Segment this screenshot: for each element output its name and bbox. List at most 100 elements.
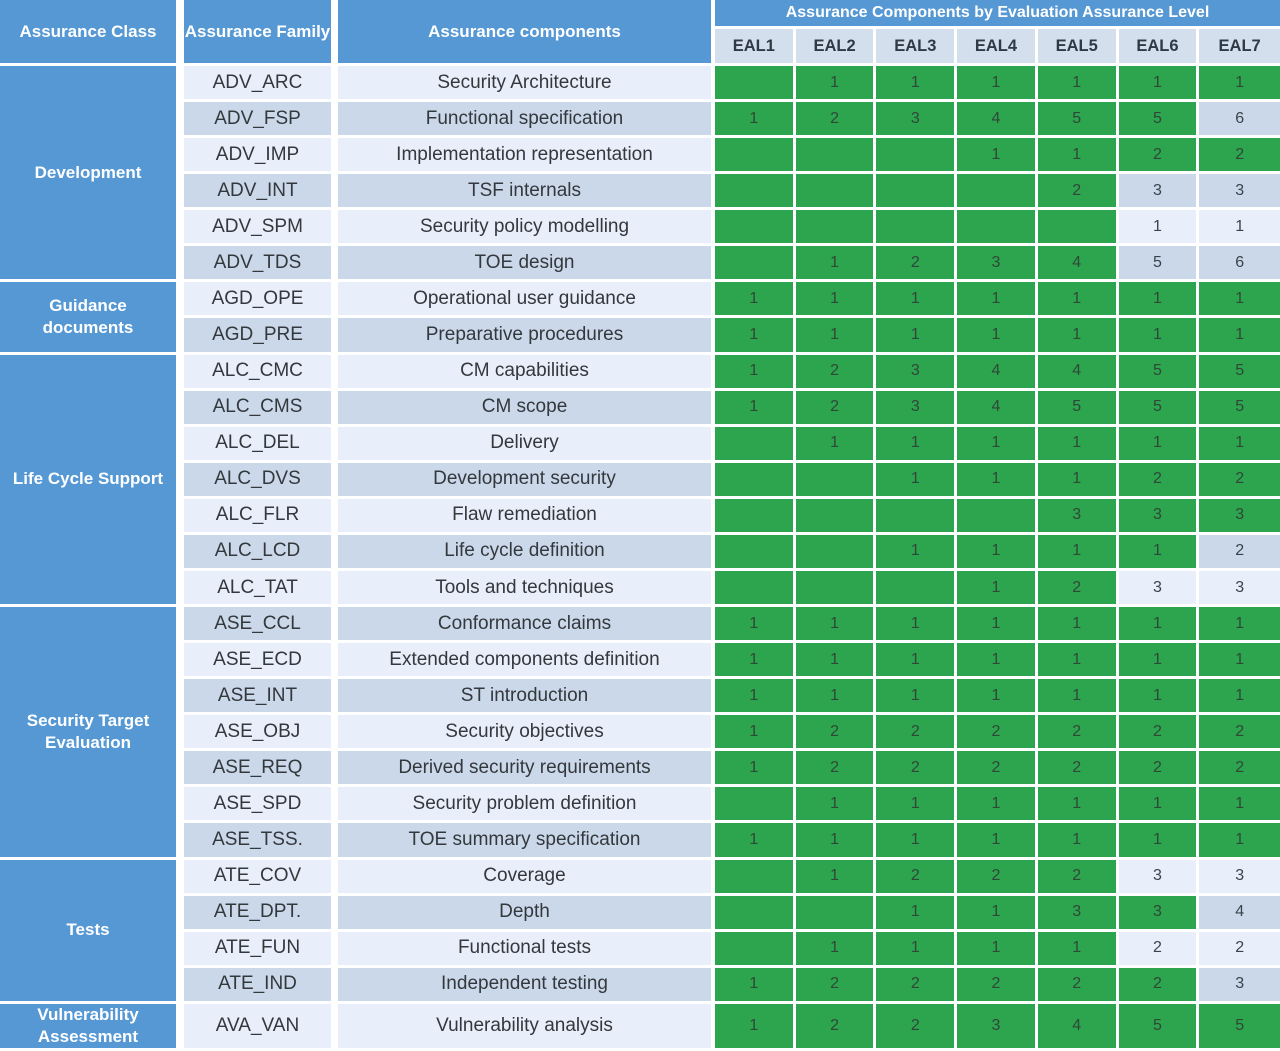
component-cell-ase-int: ST introduction: [338, 679, 715, 716]
family-cell-ase-spd: ASE_SPD: [184, 787, 338, 824]
class-cell-vulnerability-assessment: Vulnerability Assessment: [0, 1003, 184, 1051]
family-cell-alc-flr: ALC_FLR: [184, 498, 338, 535]
eal-value-cell-agd-pre-eal2: 1: [795, 318, 877, 355]
eal-value-cell-ase-tss-eal4: 1: [957, 823, 1038, 860]
component-cell-alc-lcd: Life cycle definition: [338, 534, 715, 571]
family-cell-adv-spm: ADV_SPM: [184, 210, 338, 247]
eal-value-cell-adv-int-eal4: [957, 174, 1038, 211]
eal-value-cell-alc-cms-eal5: 5: [1037, 390, 1119, 427]
eal-value-cell-alc-dvs-eal7: 2: [1199, 462, 1280, 499]
eal-value-cell-agd-pre-eal3: 1: [876, 318, 958, 355]
eal-value-cell-adv-fsp-eal3: 3: [876, 102, 958, 139]
eal-value-cell-adv-int-eal2: [795, 174, 877, 211]
eal-value-cell-ate-fun-eal2: 1: [795, 931, 877, 968]
eal-value-cell-ase-spd-eal1: [715, 787, 796, 824]
eal-value-cell-agd-pre-eal1: 1: [715, 318, 796, 355]
eal-value-cell-alc-lcd-eal2: [795, 534, 877, 571]
eal-value-cell-ase-req-eal4: 2: [957, 751, 1038, 788]
component-cell-agd-ope: Operational user guidance: [338, 282, 715, 319]
eal-value-cell-agd-ope-eal4: 1: [957, 282, 1038, 319]
eal-value-cell-adv-int-eal7: 3: [1199, 174, 1280, 211]
eal-value-cell-alc-dvs-eal6: 2: [1118, 462, 1200, 499]
component-cell-alc-flr: Flaw remediation: [338, 498, 715, 535]
eal-value-cell-ase-spd-eal6: 1: [1118, 787, 1200, 824]
family-cell-ate-dpt: ATE_DPT.: [184, 895, 338, 932]
eal-value-cell-ase-ecd-eal5: 1: [1037, 643, 1119, 680]
component-cell-ase-req: Derived security requirements: [338, 751, 715, 788]
class-cell-guidance-documents: Guidance documents: [0, 282, 184, 355]
eal-value-cell-ate-ind-eal3: 2: [876, 967, 958, 1004]
eal-value-cell-ase-tss-eal1: 1: [715, 823, 796, 860]
eal-value-cell-adv-spm-eal6: 1: [1118, 210, 1200, 247]
component-cell-adv-int: TSF internals: [338, 174, 715, 211]
eal-value-cell-alc-dvs-eal5: 1: [1037, 462, 1119, 499]
eal-value-cell-ava-van-eal5: 4: [1037, 1003, 1119, 1051]
component-cell-alc-dvs: Development security: [338, 462, 715, 499]
component-cell-alc-tat: Tools and techniques: [338, 570, 715, 608]
component-cell-ate-fun: Functional tests: [338, 931, 715, 968]
eal-value-cell-ase-ccl-eal5: 1: [1037, 607, 1119, 644]
eal-value-cell-adv-int-eal1: [715, 174, 796, 211]
eal-value-cell-ava-van-eal3: 2: [876, 1003, 958, 1051]
eal-value-cell-ase-tss-eal5: 1: [1037, 823, 1119, 860]
eal-value-cell-alc-cmc-eal1: 1: [715, 354, 796, 391]
component-cell-alc-cmc: CM capabilities: [338, 354, 715, 391]
eal-column-header-eal3: EAL3: [876, 29, 958, 66]
eal-value-cell-ase-spd-eal5: 1: [1037, 787, 1119, 824]
eal-value-cell-alc-cmc-eal4: 4: [957, 354, 1038, 391]
eal-value-cell-ate-ind-eal7: 3: [1199, 967, 1280, 1004]
eal-value-cell-alc-lcd-eal1: [715, 534, 796, 571]
eal-value-cell-adv-arc-eal5: 1: [1037, 66, 1119, 103]
eal-value-cell-adv-tds-eal2: 1: [795, 246, 877, 283]
eal-value-cell-alc-flr-eal5: 3: [1037, 498, 1119, 535]
eal-value-cell-adv-spm-eal5: [1037, 210, 1119, 247]
eal-value-cell-alc-cmc-eal7: 5: [1199, 354, 1280, 391]
eal-value-cell-ase-obj-eal3: 2: [876, 715, 958, 752]
component-cell-ase-ccl: Conformance claims: [338, 607, 715, 644]
component-cell-ase-ecd: Extended components definition: [338, 643, 715, 680]
eal-value-cell-adv-tds-eal3: 2: [876, 246, 958, 283]
family-cell-ase-tss: ASE_TSS.: [184, 823, 338, 860]
family-cell-ase-ecd: ASE_ECD: [184, 643, 338, 680]
family-cell-adv-imp: ADV_IMP: [184, 138, 338, 175]
eal-value-cell-ate-ind-eal5: 2: [1037, 967, 1119, 1004]
eal-banner-title: Assurance Components by Evaluation Assur…: [715, 0, 1280, 29]
eal-value-cell-alc-flr-eal2: [795, 498, 877, 535]
eal-value-cell-agd-ope-eal2: 1: [795, 282, 877, 319]
eal-value-cell-alc-del-eal5: 1: [1037, 426, 1119, 463]
eal-value-cell-ava-van-eal4: 3: [957, 1003, 1038, 1051]
component-cell-alc-del: Delivery: [338, 426, 715, 463]
eal-value-cell-ase-spd-eal4: 1: [957, 787, 1038, 824]
eal-value-cell-alc-dvs-eal4: 1: [957, 462, 1038, 499]
eal-value-cell-alc-tat-eal2: [795, 570, 877, 608]
eal-value-cell-adv-spm-eal2: [795, 210, 877, 247]
eal-value-cell-alc-tat-eal6: 3: [1118, 570, 1200, 608]
assurance-class-header: Assurance Class: [0, 0, 184, 66]
eal-value-cell-ate-fun-eal4: 1: [957, 931, 1038, 968]
eal-value-cell-adv-imp-eal3: [876, 138, 958, 175]
eal-value-cell-alc-lcd-eal3: 1: [876, 534, 958, 571]
class-cell-tests: Tests: [0, 859, 184, 1004]
eal-value-cell-ate-cov-eal7: 3: [1199, 859, 1280, 896]
component-cell-adv-fsp: Functional specification: [338, 102, 715, 139]
eal-value-cell-adv-int-eal6: 3: [1118, 174, 1200, 211]
eal-value-cell-adv-fsp-eal6: 5: [1118, 102, 1200, 139]
eal-value-cell-alc-tat-eal7: 3: [1199, 570, 1280, 608]
eal-value-cell-alc-lcd-eal5: 1: [1037, 534, 1119, 571]
eal-value-cell-ase-req-eal1: 1: [715, 751, 796, 788]
eal-column-header-eal4: EAL4: [957, 29, 1038, 66]
eal-value-cell-adv-imp-eal1: [715, 138, 796, 175]
eal-value-cell-adv-fsp-eal1: 1: [715, 102, 796, 139]
component-cell-ase-tss: TOE summary specification: [338, 823, 715, 860]
family-cell-ate-ind: ATE_IND: [184, 967, 338, 1004]
eal-value-cell-ate-cov-eal6: 3: [1118, 859, 1200, 896]
eal-value-cell-ase-spd-eal2: 1: [795, 787, 877, 824]
eal-value-cell-ase-ccl-eal6: 1: [1118, 607, 1200, 644]
family-cell-adv-tds: ADV_TDS: [184, 246, 338, 283]
eal-value-cell-ase-spd-eal7: 1: [1199, 787, 1280, 824]
eal-value-cell-adv-fsp-eal2: 2: [795, 102, 877, 139]
eal-value-cell-ate-dpt-eal1: [715, 895, 796, 932]
eal-value-cell-adv-fsp-eal7: 6: [1199, 102, 1280, 139]
eal-value-cell-ase-ccl-eal7: 1: [1199, 607, 1280, 644]
eal-value-cell-adv-tds-eal6: 5: [1118, 246, 1200, 283]
